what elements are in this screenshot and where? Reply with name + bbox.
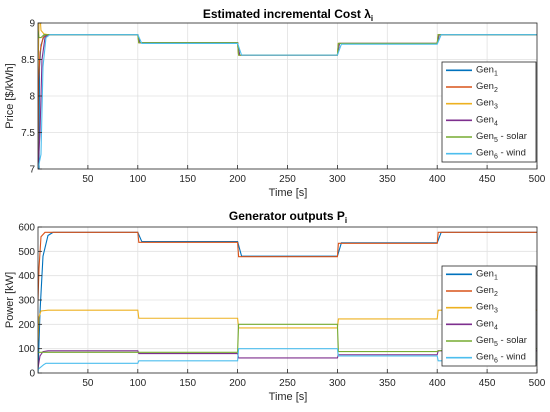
legend-entry: Gen3 [476,98,498,111]
x-tick-label: 200 [229,378,246,389]
x-tick-label: 250 [279,174,296,185]
legend-entry: Gen2 [476,285,498,298]
series-line-gen4 [38,350,537,369]
y-tick-label: 7.5 [21,128,35,139]
series-line-gen2 [38,231,537,301]
x-tick-label: 150 [179,378,196,389]
y-axis-label: Price [$/kWh] [4,63,16,128]
x-tick-label: 300 [329,174,346,185]
x-tick-label: 400 [429,378,446,389]
series-line-gen3 [38,309,537,342]
x-tick-label: 100 [129,174,146,185]
y-tick-label: 400 [18,271,35,282]
x-tick-label: 400 [429,174,446,185]
y-tick-label: 0 [29,369,35,380]
legend-entry: Gen2 [476,81,498,94]
x-tick-label: 450 [479,378,496,389]
x-tick-label: 150 [179,174,196,185]
legend-entry: Gen1 [476,268,498,281]
x-tick-label: 350 [379,174,396,185]
y-tick-label: 100 [18,344,35,355]
x-tick-label: 100 [129,378,146,389]
chart-title: Estimated incremental Cost λi [203,7,373,23]
y-tick-label: 500 [18,247,35,258]
legend-entry: Gen3 [476,302,498,315]
legend-entry: Gen6 - wind [476,148,526,161]
x-tick-label: 50 [82,174,94,185]
power-chart-panel: Generator outputs Pi Time [s] Power [kW]… [4,209,546,403]
series-line-gen6 [38,34,537,169]
x-tick-label: 250 [279,378,296,389]
legend-entry: Gen5 - solar [476,335,527,348]
legend-entry: Gen5 - solar [476,131,527,144]
x-tick-label: 500 [529,174,546,185]
plot-area: 50 100 150 200 250 300 350 400 450 500 7 7.5 8 8.5 9 Ge… [21,19,546,186]
price-chart-panel: Estimated incremental Cost λi Time [s] P… [4,7,546,199]
chart-title: Generator outputs Pi [229,209,347,225]
x-tick-label: 450 [479,174,496,185]
legend-entry: Gen4 [476,318,498,331]
legend: Gen1 Gen2 Gen3 Gen4 Gen5 - solar Gen6 - wind [441,265,537,367]
y-tick-label: 7 [29,165,35,176]
y-tick-label: 300 [18,296,35,307]
legend-entry: Gen4 [476,114,498,127]
y-tick-label: 600 [18,223,35,234]
x-tick-label: 50 [82,378,94,389]
x-tick-label: 300 [329,378,346,389]
x-axis-label: Time [s] [269,391,308,403]
y-tick-label: 8 [29,92,35,103]
plot-area: 50 100 150 200 250 300 350 400 450 500 0 100 200 300 4… [18,223,545,390]
x-tick-label: 350 [379,378,396,389]
legend-entry: Gen6 - wind [476,352,526,365]
legend-entry: Gen1 [476,64,498,77]
legend: Gen1 Gen2 Gen3 Gen4 Gen5 - solar Gen6 - wind [441,61,537,163]
x-axis-label: Time [s] [269,187,308,199]
x-tick-label: 500 [529,378,546,389]
y-tick-label: 9 [29,19,35,30]
series-line-gen5 [38,323,537,353]
x-tick-label: 200 [229,174,246,185]
y-axis-label: Power [kW] [4,272,16,328]
y-tick-label: 8.5 [21,55,35,66]
y-tick-label: 200 [18,320,35,331]
series-line-gen6 [38,348,537,370]
